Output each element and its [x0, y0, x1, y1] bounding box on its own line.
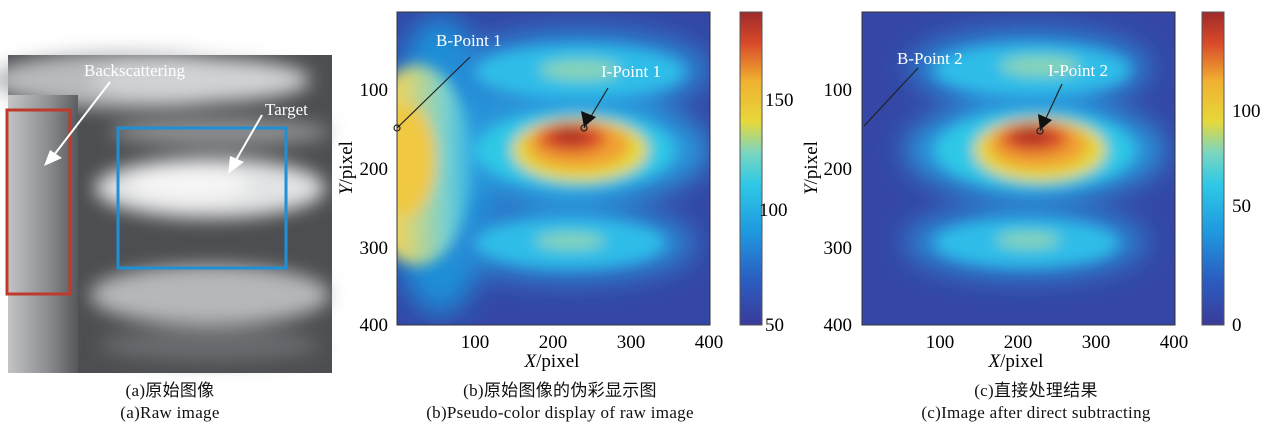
y-tick-b-200: 200 [360, 159, 389, 180]
colorbar-tick-c-0: 0 [1232, 315, 1242, 336]
raw-image-figure: Backscattering Target [0, 52, 332, 373]
caption-b-cn: (b)原始图像的伪彩显示图 [463, 381, 657, 400]
y-tick-c-300: 300 [824, 238, 853, 259]
target-arrowhead [228, 156, 244, 174]
i-point-1-label: I-Point 1 [601, 62, 661, 81]
colorbar-tick-c-100: 100 [1232, 101, 1261, 122]
x-tick-c-200: 200 [1004, 332, 1033, 353]
x-tick-b-200: 200 [539, 332, 568, 353]
i-point-1-arrowhead [581, 111, 596, 127]
i-point-2-label: I-Point 2 [1048, 61, 1108, 80]
caption-a-en: (a)Raw image [120, 403, 220, 422]
colorbar-b [739, 11, 763, 326]
b-point-2-leader [863, 67, 919, 127]
x-tick-b-300: 300 [617, 332, 646, 353]
b-point-2-label: B-Point 2 [897, 49, 963, 68]
plot-frame-c [861, 11, 1176, 326]
i-point-2-marker [1036, 127, 1044, 135]
target-box [116, 126, 288, 270]
target-arrow [235, 114, 263, 161]
y-tick-b-400: 400 [360, 315, 389, 336]
y-tick-c-100: 100 [824, 80, 853, 101]
caption-c-cn: (c)直接处理结果 [974, 381, 1098, 400]
backscattering-label: Backscattering [84, 61, 186, 80]
y-tick-b-100: 100 [360, 80, 389, 101]
caption-b-en: (b)Pseudo-color display of raw image [426, 403, 694, 422]
y-axis-label-c: Y/pixel [801, 141, 822, 195]
panel-pseudo-color: 100 200 300 400 100 200 300 400 150 100 … [336, 0, 794, 432]
backscatter-arrow [53, 81, 111, 156]
x-axis-label-c: X/pixel [988, 351, 1044, 372]
heatmap-c [862, 12, 1175, 325]
y-axis-label-b: Y/pixel [336, 141, 357, 195]
backscatter-arrowhead [44, 150, 62, 166]
b-point-1-leader [396, 56, 471, 129]
colorbar-tick-b-50: 50 [765, 315, 784, 336]
x-tick-c-100: 100 [926, 332, 955, 353]
b-point-1-marker [393, 124, 401, 132]
target-label: Target [265, 100, 308, 119]
pseudo-color-figure: 100 200 300 400 100 200 300 400 150 100 … [336, 11, 794, 372]
raw-image [0, 52, 332, 373]
colorbar-tick-b-100: 100 [759, 200, 788, 221]
caption-a-cn: (a)原始图像 [125, 381, 215, 400]
i-point-2-arrowhead [1038, 114, 1052, 130]
panel-direct-subtracting: 100 200 300 400 100 200 300 400 100 50 0… [800, 0, 1272, 432]
colorbar-tick-b-150: 150 [765, 90, 794, 111]
b-point-1-label: B-Point 1 [436, 31, 502, 50]
colorbar-tick-c-50: 50 [1232, 196, 1251, 217]
plot-frame-b [396, 11, 711, 326]
x-tick-c-300: 300 [1082, 332, 1111, 353]
panel-raw-image: Backscattering Target (a)原始图像 (a)Raw ima… [0, 0, 340, 432]
x-tick-b-100: 100 [461, 332, 490, 353]
y-tick-c-400: 400 [824, 315, 853, 336]
x-axis-label-b: X/pixel [524, 351, 580, 372]
y-tick-c-200: 200 [824, 159, 853, 180]
colorbar-c [1201, 11, 1225, 326]
direct-subtracting-figure: 100 200 300 400 100 200 300 400 100 50 0… [801, 11, 1261, 372]
heatmap-b [397, 12, 710, 325]
i-point-1-marker [580, 124, 588, 132]
caption-c-en: (c)Image after direct subtracting [921, 403, 1151, 422]
x-tick-b-400: 400 [695, 332, 724, 353]
backscatter-box [5, 108, 72, 296]
y-tick-b-300: 300 [360, 238, 389, 259]
x-tick-c-400: 400 [1160, 332, 1189, 353]
